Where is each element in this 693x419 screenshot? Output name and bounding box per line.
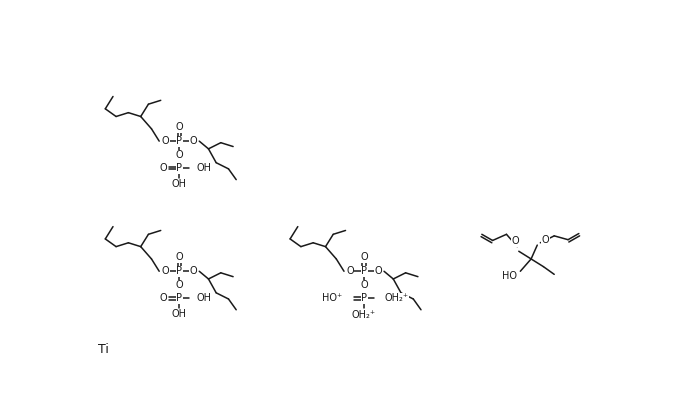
Text: P: P xyxy=(361,293,367,303)
Text: O: O xyxy=(189,136,197,146)
Text: O: O xyxy=(542,235,550,246)
Text: P: P xyxy=(176,163,182,173)
Text: OH: OH xyxy=(172,309,186,319)
Text: O: O xyxy=(161,136,169,146)
Text: P: P xyxy=(176,293,182,303)
Text: O: O xyxy=(175,252,183,262)
Text: P: P xyxy=(176,136,182,146)
Text: O: O xyxy=(161,266,169,276)
Text: O: O xyxy=(175,150,183,160)
Text: O: O xyxy=(374,266,382,276)
Text: O: O xyxy=(189,266,197,276)
Text: P: P xyxy=(176,266,182,276)
Text: O: O xyxy=(346,266,354,276)
Text: O: O xyxy=(175,280,183,290)
Text: O: O xyxy=(360,280,368,290)
Text: OH₂⁺: OH₂⁺ xyxy=(385,293,409,303)
Text: O: O xyxy=(175,122,183,132)
Text: OH: OH xyxy=(196,163,211,173)
Text: OH: OH xyxy=(172,179,186,189)
Text: OH₂⁺: OH₂⁺ xyxy=(352,310,376,320)
Text: HO⁺: HO⁺ xyxy=(322,293,342,303)
Text: O: O xyxy=(360,252,368,262)
Text: OH: OH xyxy=(196,293,211,303)
Text: O: O xyxy=(159,293,167,303)
Text: O: O xyxy=(511,236,519,246)
Text: HO: HO xyxy=(502,271,517,281)
Text: O: O xyxy=(159,163,167,173)
Text: Ti: Ti xyxy=(98,343,109,356)
Text: P: P xyxy=(361,266,367,276)
